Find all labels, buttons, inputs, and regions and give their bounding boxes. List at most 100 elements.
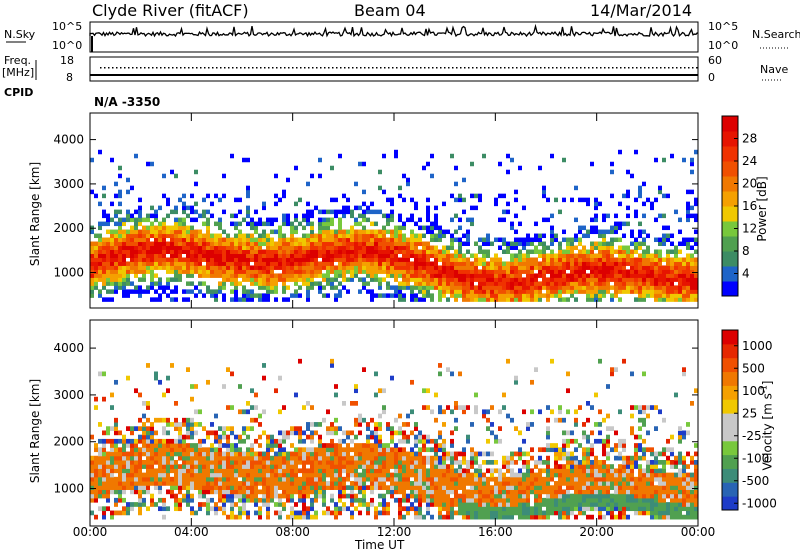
- vel-cell: [430, 497, 434, 503]
- vel-cell: [474, 502, 478, 507]
- power-cell: [326, 249, 330, 254]
- power-cell: [90, 289, 94, 294]
- power-cell: [390, 249, 394, 254]
- power-cell: [634, 237, 638, 243]
- power-cell: [110, 273, 114, 278]
- power-cell: [550, 241, 554, 247]
- power-cell: [630, 241, 634, 247]
- vel-cell: [306, 510, 310, 516]
- vel-cell: [562, 443, 566, 448]
- power-cell: [614, 289, 618, 294]
- power-cell: [290, 253, 294, 258]
- power-cell: [306, 265, 310, 270]
- vel-cell: [378, 388, 382, 394]
- power-cell: [254, 257, 258, 262]
- power-cell: [382, 153, 386, 159]
- power-cell: [278, 277, 282, 282]
- power-cell: [150, 249, 154, 254]
- power-cell: [214, 193, 218, 199]
- power-cell: [618, 225, 622, 231]
- vel-cell: [330, 451, 334, 457]
- power-cell: [610, 241, 614, 247]
- vel-cell: [142, 400, 146, 406]
- power-cell: [610, 293, 614, 298]
- vel-cell: [162, 502, 166, 507]
- vel-cell: [542, 502, 546, 507]
- power-cell: [594, 213, 598, 219]
- power-cell: [646, 261, 650, 266]
- power-cell: [162, 217, 166, 223]
- vel-cell: [98, 468, 102, 474]
- vel-cell: [358, 489, 362, 495]
- nave-dot: [356, 67, 358, 69]
- power-cell: [238, 229, 242, 235]
- vel-cell: [114, 510, 118, 516]
- vel-cell: [338, 443, 342, 448]
- vel-cell: [106, 493, 110, 499]
- vel-cell: [426, 485, 430, 490]
- power-cell: [470, 261, 474, 266]
- power-cell: [230, 257, 234, 262]
- vel-cell: [362, 502, 366, 507]
- vel-cell: [338, 476, 342, 482]
- vel-cell: [246, 510, 250, 516]
- vel-cell: [550, 506, 554, 512]
- power-cell: [630, 233, 634, 239]
- power-cell: [170, 245, 174, 250]
- power-cell: [522, 205, 526, 211]
- vel-cell: [254, 455, 258, 461]
- power-cell: [642, 181, 646, 187]
- power-cell: [594, 273, 598, 278]
- vel-cell: [162, 430, 166, 436]
- power-cell: [618, 245, 622, 250]
- power-cell: [302, 213, 306, 219]
- vel-cell: [162, 392, 166, 398]
- vel-cell: [514, 497, 518, 503]
- power-cell: [414, 205, 418, 211]
- power-cell: [690, 269, 694, 274]
- vel-cell: [142, 464, 146, 469]
- power-cell: [190, 233, 194, 239]
- power-cell: [658, 261, 662, 266]
- power-cell: [198, 281, 202, 286]
- vel-cell: [266, 506, 270, 512]
- vel-cell: [250, 426, 254, 431]
- power-cell: [338, 225, 342, 231]
- power-cell: [578, 269, 582, 274]
- vel-cell: [154, 451, 158, 457]
- power-cell: [570, 241, 574, 247]
- power-cell: [434, 225, 438, 231]
- power-cell: [610, 261, 614, 266]
- vel-cell: [458, 506, 462, 512]
- power-cell: [586, 229, 590, 235]
- power-cell: [170, 169, 174, 175]
- power-cell: [94, 261, 98, 266]
- power-cell: [490, 297, 494, 302]
- power-cell: [90, 285, 94, 290]
- power-cell: [142, 229, 146, 235]
- power-cell: [562, 297, 566, 302]
- vel-cell: [250, 455, 254, 461]
- nave-dot: [352, 67, 354, 69]
- power-cell: [210, 249, 214, 254]
- vel-cell: [482, 497, 486, 503]
- vel-cell: [198, 451, 202, 457]
- power-cell: [494, 285, 498, 290]
- power-cell: [186, 273, 190, 278]
- power-cell: [522, 265, 526, 270]
- nave-dot: [196, 67, 198, 69]
- power-cell: [258, 221, 262, 227]
- power-cell: [322, 257, 326, 262]
- vel-cell: [214, 455, 218, 461]
- vel-cell: [458, 451, 462, 457]
- power-cell: [298, 277, 302, 282]
- vel-cell: [322, 417, 326, 423]
- vel-cell: [314, 472, 318, 478]
- power-cell: [342, 205, 346, 211]
- power-cell: [478, 261, 482, 266]
- power-cell: [338, 257, 342, 262]
- vel-cell: [566, 514, 570, 520]
- vel-cell: [434, 489, 438, 495]
- vel-cell: [366, 485, 370, 490]
- power-cell: [126, 281, 130, 286]
